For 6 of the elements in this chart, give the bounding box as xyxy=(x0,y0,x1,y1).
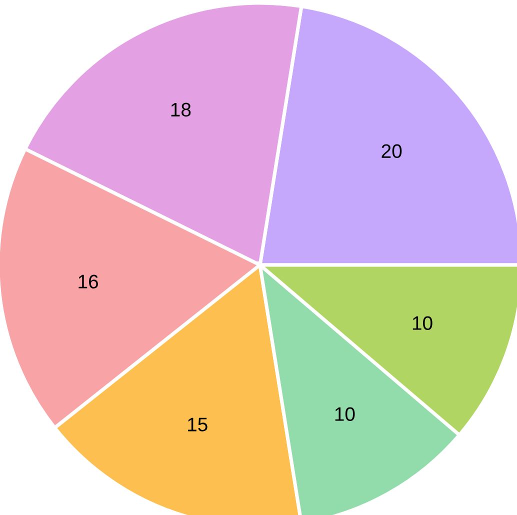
data-label: 20 xyxy=(382,144,402,158)
data-label: 10 xyxy=(335,407,355,421)
data-label: 10 xyxy=(412,316,432,330)
data-label: 16 xyxy=(78,274,98,288)
data-label: 18 xyxy=(171,102,191,117)
data-label: 15 xyxy=(188,418,208,432)
